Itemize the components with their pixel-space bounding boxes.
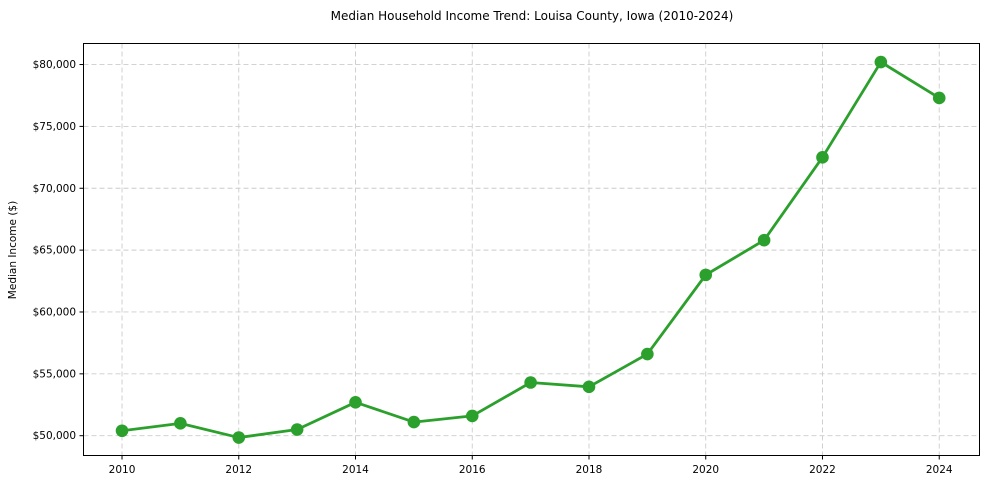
x-tick-label: 2016: [459, 464, 486, 476]
data-point-2020: [699, 268, 713, 282]
y-axis-label: Median Income ($): [7, 201, 19, 299]
y-tick-label: $70,000: [33, 183, 76, 195]
data-point-2024: [932, 91, 946, 105]
data-point-2014: [349, 395, 362, 409]
data-point-2011: [174, 417, 187, 430]
plot-border: [83, 43, 980, 456]
data-point-2017: [524, 376, 537, 389]
x-tick-label: 2018: [576, 464, 603, 476]
data-point-2015: [407, 415, 421, 429]
y-tick-label: $65,000: [33, 245, 76, 257]
data-point-2013: [290, 423, 304, 436]
y-tick-label: $80,000: [33, 59, 76, 71]
data-point-2016: [465, 409, 479, 423]
data-point-2019: [641, 347, 654, 361]
x-tick-label: 2020: [692, 464, 719, 476]
data-point-2018: [582, 380, 596, 394]
chart-title: Median Household Income Trend: Louisa Co…: [330, 9, 734, 23]
data-point-2010: [115, 424, 129, 438]
x-tick-label: 2010: [109, 464, 136, 476]
data-point-2023: [874, 55, 888, 69]
y-tick-label: $50,000: [33, 430, 76, 442]
x-tick-label: 2022: [809, 464, 836, 476]
x-tick-label: 2012: [225, 464, 252, 476]
y-tick-label: $75,000: [33, 121, 76, 133]
x-tick-label: 2024: [926, 464, 953, 476]
data-point-2012: [232, 431, 246, 444]
x-tick-label: 2014: [342, 464, 369, 476]
data-point-2022: [816, 151, 829, 164]
plot-area: 2010 2012 2014 2016 2018 2020 2022 2024 $50,000 $…: [33, 43, 980, 476]
data-point-2021: [757, 233, 771, 247]
y-tick-label: $55,000: [33, 368, 76, 380]
y-tick-label: $60,000: [33, 306, 76, 318]
